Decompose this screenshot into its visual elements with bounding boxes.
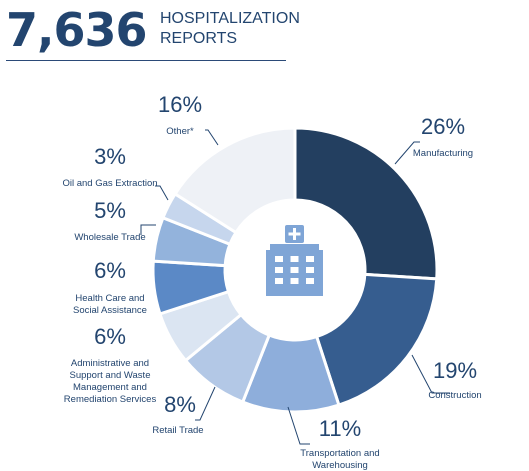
callout-line-8	[205, 129, 219, 146]
donut-slice-0	[293, 126, 439, 281]
slice-percent-3: 8%	[164, 392, 196, 417]
slice-percent-8: 16%	[158, 92, 202, 117]
donut-slices	[151, 126, 439, 414]
slice-label-8-line-0: Other*	[166, 126, 194, 137]
callout-line-7	[155, 185, 169, 201]
slice-percent-1: 19%	[433, 358, 477, 383]
slice-percent-5: 6%	[94, 258, 126, 283]
slice-percent-2: 11%	[319, 416, 361, 441]
slice-label-1-line-0: Construction	[428, 390, 481, 401]
callout-line-6	[140, 224, 156, 235]
slice-label-4-line-2: Management and	[73, 382, 147, 393]
slice-percent-4: 6%	[94, 324, 126, 349]
caption-line-1: HOSPITALIZATION	[160, 10, 300, 27]
slice-percent-0: 26%	[421, 114, 465, 139]
slice-label-7-line-0: Oil and Gas Extraction	[62, 178, 157, 189]
donut-slice-1	[314, 272, 439, 407]
donut-slice-8	[173, 126, 297, 235]
hospital-building-icon	[266, 225, 323, 296]
slice-percent-6: 5%	[94, 198, 126, 223]
slice-label-4-line-1: Support and Waste	[70, 370, 151, 381]
callout-line-2	[287, 406, 310, 445]
slice-labels: 26% Manufacturing 19% Construction 11% Transp…	[62, 92, 481, 471]
slice-label-4-line-3: Remediation Services	[64, 394, 157, 405]
callout-line-1	[411, 354, 450, 394]
slice-callouts	[140, 129, 450, 445]
callout-line-0	[394, 141, 420, 165]
slice-percent-7: 3%	[94, 144, 126, 169]
report-count: 7,636	[6, 3, 148, 57]
slice-label-6-line-0: Wholesale Trade	[74, 232, 145, 243]
caption-line-2: REPORTS	[160, 30, 238, 47]
slice-label-5-line-1: Social Assistance	[73, 305, 147, 316]
slice-label-3-line-0: Retail Trade	[152, 425, 203, 436]
report-count-caption: HOSPITALIZATION REPORTS	[160, 9, 300, 49]
slice-label-4-line-0: Administrative and	[71, 358, 149, 369]
callout-line-3	[195, 386, 216, 421]
slice-label-2-line-1: Warehousing	[312, 460, 368, 471]
slice-label-0-line-0: Manufacturing	[413, 148, 473, 159]
header-divider	[6, 60, 286, 61]
slice-label-2-line-0: Transportation and	[300, 448, 379, 459]
slice-label-5-line-0: Health Care and	[75, 293, 144, 304]
